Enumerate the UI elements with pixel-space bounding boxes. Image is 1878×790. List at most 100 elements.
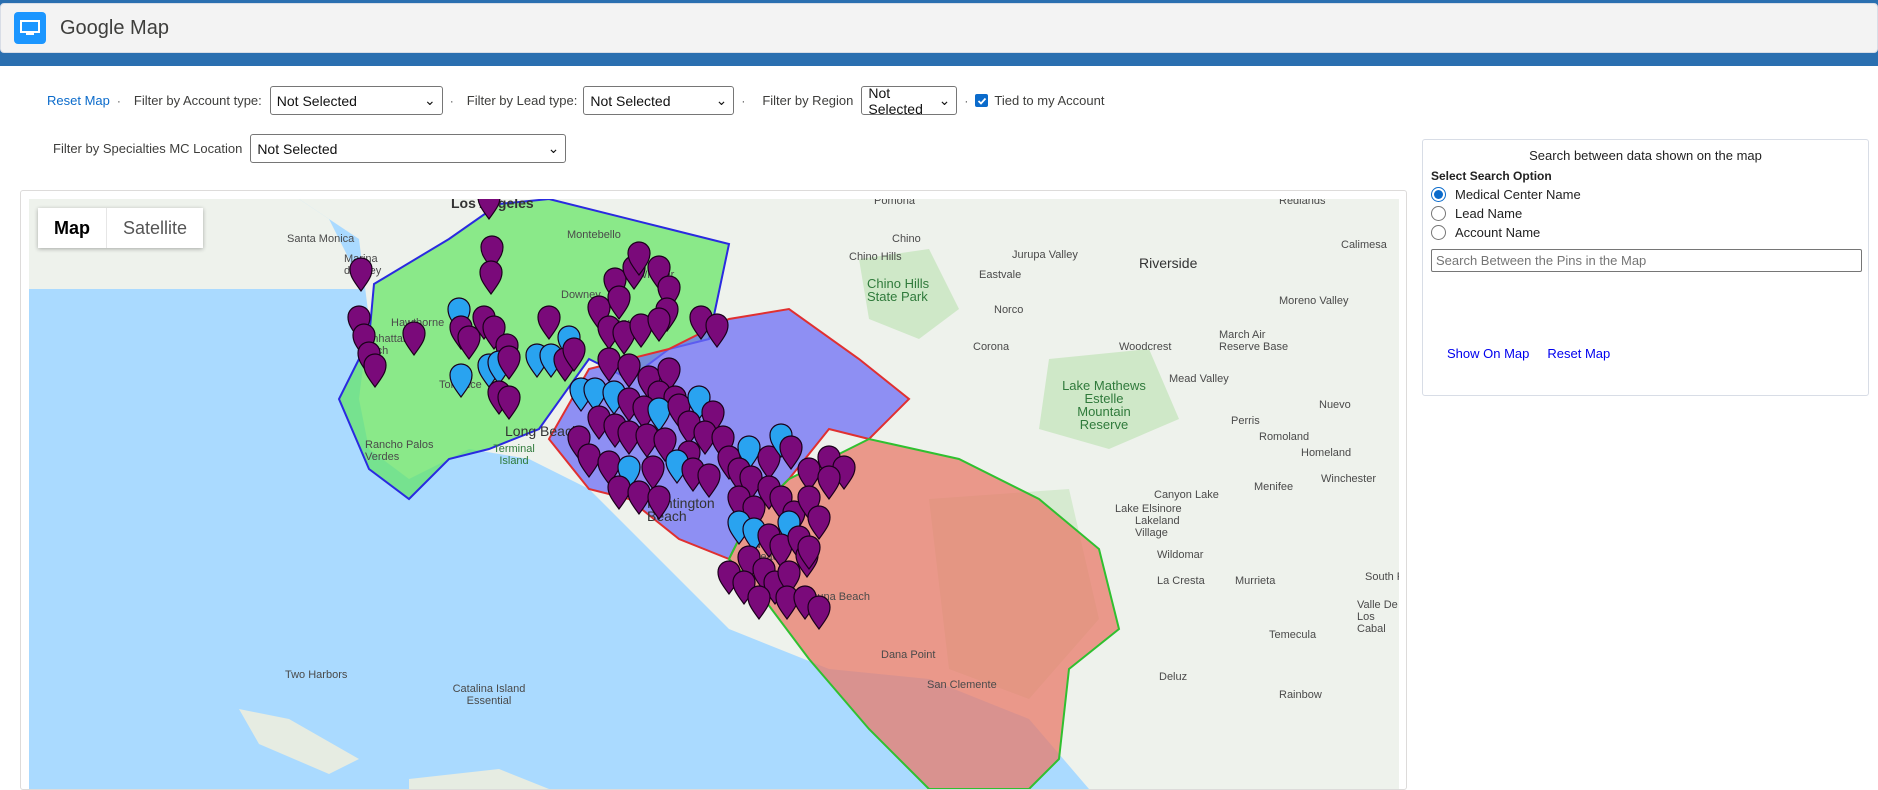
google-map[interactable]: Map Satellite Los Angeles Pomona Redland…: [29, 199, 1399, 789]
filter-row-2: Filter by Specialties MC Location Not Se…: [53, 134, 567, 163]
search-option-title: Select Search Option: [1431, 169, 1552, 183]
map-pin-medical-center[interactable]: [497, 345, 521, 381]
map-pin-medical-center[interactable]: [402, 321, 426, 357]
map-label-march-arb: March Air Reserve Base: [1219, 329, 1289, 353]
radio-label: Lead Name: [1455, 206, 1523, 221]
map-pin-medical-center[interactable]: [497, 385, 521, 421]
map-pin-medical-center[interactable]: [747, 585, 771, 621]
map-pin-medical-center[interactable]: [480, 235, 504, 271]
map-pin-lead[interactable]: [647, 397, 671, 433]
park-area: [1039, 349, 1179, 449]
map-label-la-cresta: La Cresta: [1157, 575, 1205, 587]
radio-label: Medical Center Name: [1455, 187, 1581, 202]
map-label-calimesa: Calimesa: [1341, 239, 1387, 251]
map-type-satellite-button[interactable]: Satellite: [106, 208, 203, 248]
radio-label: Account Name: [1455, 225, 1541, 240]
map-label-perris: Perris: [1231, 415, 1260, 427]
map-label-menifee: Menifee: [1254, 481, 1294, 493]
map-label-romoland: Romoland: [1259, 431, 1310, 443]
chevron-down-icon: ⌄: [938, 92, 951, 108]
map-pin-medical-center[interactable]: [757, 445, 781, 481]
map-type-map-button[interactable]: Map: [54, 217, 90, 238]
map-pin-medical-center[interactable]: [627, 241, 651, 277]
map-pin-medical-center[interactable]: [363, 353, 387, 389]
map-label-montebello: Montebello: [567, 229, 621, 241]
map-label-riverside: Riverside: [1139, 255, 1198, 271]
map-pin-medical-center[interactable]: [349, 257, 373, 293]
map-label-downey: Downey: [561, 289, 601, 301]
search-panel: Search between data shown on the map Sel…: [1422, 139, 1869, 396]
radio-button[interactable]: [1431, 206, 1446, 221]
map-label-woodcrest: Woodcrest: [1119, 341, 1172, 353]
map-pin-medical-center[interactable]: [627, 480, 651, 516]
map-pin-medical-center[interactable]: [705, 313, 729, 349]
map-pin-medical-center[interactable]: [807, 505, 831, 541]
tied-checkbox[interactable]: [975, 94, 989, 107]
monitor-icon: [14, 12, 46, 44]
map-pin-medical-center[interactable]: [817, 465, 841, 501]
map-pin-medical-center[interactable]: [641, 455, 665, 491]
map-pin-lead[interactable]: [449, 363, 473, 399]
specialties-select[interactable]: Not Selected ⌄: [250, 134, 567, 163]
region-label: Filter by Region: [762, 93, 854, 108]
map-label-long-beach: Long Beach: [505, 423, 580, 439]
radio-lead-name[interactable]: Lead Name: [1431, 204, 1860, 223]
map-pin-medical-center[interactable]: [607, 285, 631, 321]
map-pin-medical-center[interactable]: [612, 320, 636, 356]
map-pin-medical-center[interactable]: [807, 595, 831, 631]
map-label-two-harbors: Two Harbors: [285, 669, 348, 681]
account-type-value: Not Selected: [276, 92, 357, 109]
map-label-wildomar: Wildomar: [1157, 549, 1204, 561]
map-pin-medical-center[interactable]: [562, 337, 586, 373]
chevron-down-icon: ⌄: [424, 92, 436, 108]
filter-row-1: Reset Map · Filter by Account type: Not …: [47, 84, 1104, 117]
map-pin-medical-center[interactable]: [597, 347, 621, 383]
map-label-rancho-pv: Rancho Palos Verdes: [365, 439, 434, 463]
map-pin-medical-center[interactable]: [797, 535, 821, 571]
map-pin-medical-center[interactable]: [617, 353, 641, 389]
map-label-corona: Corona: [973, 341, 1010, 353]
panel-actions: Show On Map Reset Map: [1431, 346, 1860, 361]
map-pin-medical-center[interactable]: [697, 463, 721, 499]
map-label-redlands: Redlands: [1279, 199, 1326, 207]
radio-account-name[interactable]: Account Name: [1431, 223, 1860, 242]
map-pin-medical-center[interactable]: [629, 313, 653, 349]
map-label-lake-mathews: Lake Mathews Estelle Mountain Reserve: [1062, 378, 1146, 432]
pin-search-input[interactable]: Search Between the Pins in the Map: [1431, 249, 1862, 272]
radio-button[interactable]: [1431, 225, 1446, 240]
map-label-jurupa-valley: Jurupa Valley: [1012, 249, 1078, 261]
panel-reset-map-link[interactable]: Reset Map: [1547, 346, 1611, 361]
map-pin-medical-center[interactable]: [477, 199, 501, 221]
map-pin-medical-center[interactable]: [647, 307, 671, 343]
map-pin-medical-center[interactable]: [769, 533, 793, 569]
region-select[interactable]: Not Selected ⌄: [861, 84, 958, 117]
map-pin-medical-center[interactable]: [537, 305, 561, 341]
radio-medical-center[interactable]: Medical Center Name: [1431, 185, 1860, 204]
account-type-select[interactable]: Not Selected ⌄: [269, 86, 443, 115]
map-pin-medical-center[interactable]: [479, 260, 503, 296]
show-on-map-link[interactable]: Show On Map: [1447, 346, 1530, 361]
chevron-down-icon: ⌄: [547, 140, 560, 156]
map-label-murrieta: Murrieta: [1235, 575, 1276, 587]
reset-map-link[interactable]: Reset Map: [47, 93, 110, 108]
region-value: Not Selected: [868, 84, 923, 117]
map-pin-medical-center[interactable]: [607, 475, 631, 511]
map-pin-medical-center[interactable]: [647, 485, 671, 521]
map-pin-medical-center[interactable]: [457, 325, 481, 361]
map-label-eastvale: Eastvale: [979, 269, 1022, 281]
map-label-valle-de-los-cabal: Valle De Los Cabal: [1357, 599, 1398, 635]
map-pin-medical-center[interactable]: [779, 435, 803, 471]
map-pin-medical-center[interactable]: [777, 560, 801, 596]
lead-type-select[interactable]: Not Selected ⌄: [583, 86, 735, 115]
map-label-lake-elsinore: Lake Elsinore: [1115, 503, 1182, 515]
radio-button-selected[interactable]: [1431, 187, 1446, 202]
title-card: Google Map: [0, 3, 1878, 53]
separator: ·: [741, 93, 746, 108]
account-type-label: Filter by Account type:: [133, 93, 262, 108]
map-type-control: Map Satellite: [38, 208, 204, 248]
map-label-deluz: Deluz: [1159, 671, 1188, 683]
search-panel-heading: Search between data shown on the map: [1529, 148, 1762, 163]
map-label-dana-point: Dana Point: [881, 649, 936, 661]
map-label-chino-hills-sp: Chino Hills State Park: [867, 276, 930, 304]
map-pin-medical-center[interactable]: [577, 443, 601, 479]
